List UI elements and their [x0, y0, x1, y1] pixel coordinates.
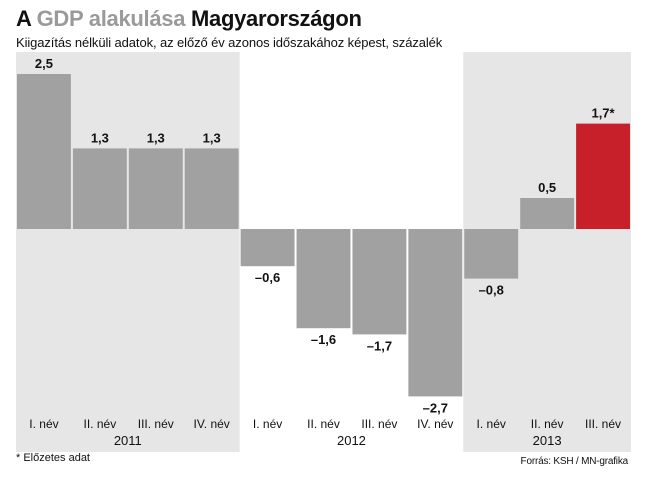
bar-1: [72, 148, 127, 229]
value-label-7: –2,7: [423, 400, 448, 415]
value-label-1: 1,3: [91, 130, 109, 145]
source-credit: Forrás: KSH / MN-grafika: [520, 456, 629, 467]
footnote: * Előzetes adat: [16, 452, 90, 464]
value-label-0: 2,5: [35, 56, 53, 71]
category-label-8: I. név: [477, 417, 506, 431]
bar-2: [128, 148, 183, 229]
bar-6: [352, 229, 407, 335]
category-label-3: IV. név: [194, 417, 230, 431]
title-country: Magyarországon: [190, 6, 362, 31]
value-label-4: –0,6: [255, 270, 280, 285]
title-gdp: GDP: [36, 6, 84, 31]
category-label-10: III. név: [585, 417, 621, 431]
value-label-5: –1,6: [311, 332, 336, 347]
bar-4: [240, 229, 295, 267]
category-label-9: II. név: [531, 417, 564, 431]
bar-7: [408, 229, 463, 397]
bar-3: [184, 148, 239, 229]
category-label-6: III. név: [361, 417, 397, 431]
title-mid: alakulása: [82, 6, 191, 31]
title-prefix: A: [16, 6, 37, 31]
category-label-7: IV. név: [417, 417, 453, 431]
category-label-2: III. név: [138, 417, 174, 431]
year-labels: 2011 2012 2013: [114, 433, 562, 448]
value-label-3: 1,3: [203, 130, 221, 145]
bars: [17, 74, 630, 397]
value-labels: 2,5 1,3 1,3 1,3 –0,6 –1,6 –1,7 –2,7 –0,8 0,5 1,7*: [35, 56, 616, 415]
year-label-2012: 2012: [337, 433, 366, 448]
category-label-1: II. név: [84, 417, 117, 431]
value-label-6: –1,7: [367, 338, 392, 353]
category-label-0: I. név: [29, 417, 58, 431]
category-label-5: II. név: [307, 417, 340, 431]
bar-9: [520, 198, 575, 229]
chart-subtitle: Kiigazítás nélküli adatok, az előző év a…: [16, 35, 443, 50]
value-label-2: 1,3: [147, 130, 165, 145]
bar-5: [296, 229, 351, 329]
bar-0: [17, 74, 71, 229]
value-label-8: –0,8: [479, 283, 504, 298]
year-label-2011: 2011: [114, 433, 142, 448]
chart-title: A GDP alakulása Magyarországon: [16, 6, 362, 32]
category-label-4: I. név: [253, 417, 282, 431]
bar-8: [464, 229, 519, 279]
value-label-10: 1,7*: [591, 106, 615, 121]
bar-10: [576, 123, 630, 229]
category-labels: I. név II. név III. név IV. név I. név II. né…: [29, 417, 621, 431]
value-label-9: 0,5: [538, 180, 556, 195]
year-label-2013: 2013: [533, 433, 562, 448]
